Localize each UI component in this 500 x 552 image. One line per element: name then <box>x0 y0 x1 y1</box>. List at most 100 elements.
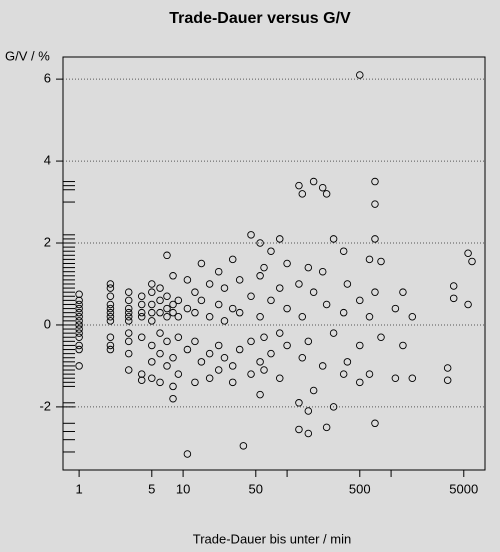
point <box>75 313 83 321</box>
point <box>267 349 275 358</box>
point <box>371 419 379 428</box>
point <box>169 353 177 362</box>
point <box>377 257 385 266</box>
y-axis-label: G/V / % <box>5 48 50 63</box>
point <box>304 407 313 415</box>
point <box>148 317 156 325</box>
point <box>124 288 133 296</box>
point <box>205 374 214 382</box>
point <box>75 329 83 337</box>
point <box>356 341 364 350</box>
point <box>220 284 229 292</box>
point <box>183 276 192 284</box>
point <box>148 358 156 366</box>
point <box>256 272 264 280</box>
point <box>220 353 229 362</box>
point <box>276 374 284 382</box>
point <box>214 366 223 374</box>
x-tick-label: 1 <box>75 481 82 496</box>
point <box>75 308 83 317</box>
point <box>247 231 255 239</box>
point <box>214 300 223 309</box>
point <box>295 399 303 407</box>
point <box>304 429 313 438</box>
point <box>295 425 303 434</box>
point <box>148 308 156 317</box>
point <box>295 280 303 288</box>
point <box>235 308 244 317</box>
point <box>318 183 327 192</box>
point <box>106 345 115 354</box>
x-axis-label: Trade-Dauer bis unter / min <box>193 531 351 546</box>
point <box>256 390 264 399</box>
x-tick-label: 5000 <box>449 481 478 496</box>
point <box>183 345 192 354</box>
point <box>148 280 156 288</box>
point <box>304 263 313 272</box>
point <box>298 190 307 198</box>
point <box>137 292 146 301</box>
point <box>75 362 83 370</box>
point <box>137 313 146 321</box>
point <box>276 329 284 337</box>
point <box>309 288 318 296</box>
point <box>124 349 133 358</box>
point <box>124 313 133 321</box>
point <box>339 370 348 378</box>
point <box>156 308 164 317</box>
point <box>191 337 199 346</box>
point <box>343 358 352 366</box>
point <box>124 317 133 325</box>
point <box>163 313 171 321</box>
point <box>183 450 192 458</box>
point <box>399 288 407 296</box>
point <box>309 386 318 395</box>
point <box>75 325 83 333</box>
point <box>148 341 156 350</box>
y-tick-label: -2 <box>39 398 51 413</box>
point <box>267 296 275 305</box>
point <box>106 284 115 292</box>
point <box>174 296 183 305</box>
point <box>260 366 268 374</box>
point <box>156 284 164 292</box>
point <box>191 378 199 387</box>
chart-title: Trade-Dauer versus G/V <box>169 10 351 27</box>
point <box>137 300 146 309</box>
point <box>75 300 83 309</box>
point <box>298 353 307 362</box>
point <box>169 272 177 280</box>
point <box>295 181 303 190</box>
point <box>197 259 206 268</box>
x-tick-label: 500 <box>349 481 371 496</box>
point <box>256 239 264 247</box>
point <box>267 247 275 255</box>
point <box>169 308 177 317</box>
point <box>377 333 385 342</box>
point <box>228 362 237 370</box>
point <box>124 366 133 374</box>
point <box>124 337 133 346</box>
point <box>239 442 248 450</box>
x-tick-label: 5 <box>148 481 155 496</box>
point <box>371 235 379 243</box>
point <box>329 235 338 243</box>
point <box>220 317 229 325</box>
point <box>329 329 338 337</box>
point <box>322 300 331 309</box>
point <box>163 337 171 346</box>
point <box>124 308 133 317</box>
point <box>174 313 183 321</box>
point <box>468 257 476 266</box>
point <box>191 308 199 317</box>
point <box>356 71 364 79</box>
point <box>106 300 115 309</box>
point <box>276 235 284 243</box>
point <box>75 317 83 325</box>
point <box>343 280 352 288</box>
point <box>371 177 379 186</box>
point <box>106 304 115 313</box>
